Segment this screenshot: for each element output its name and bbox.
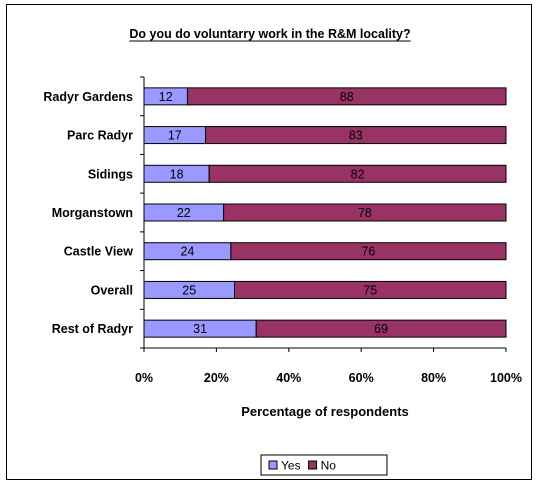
data-label: 69 xyxy=(374,322,388,336)
data-label: 24 xyxy=(180,245,194,259)
category-label: Rest of Radyr xyxy=(52,322,133,336)
data-label: 17 xyxy=(168,129,182,143)
x-tick-label: 80% xyxy=(421,371,446,385)
legend-swatch-no xyxy=(308,460,318,470)
bar-no xyxy=(208,164,507,183)
data-label: 88 xyxy=(340,90,354,104)
data-label: 22 xyxy=(177,206,191,220)
x-axis-label: Percentage of respondents xyxy=(241,404,409,419)
bar-no xyxy=(223,203,507,222)
bar-no xyxy=(255,319,507,338)
x-tick-label: 100% xyxy=(490,371,522,385)
bar-no xyxy=(230,242,507,261)
chart-frame xyxy=(6,4,532,480)
axes-group: 0% 20% 40% 60% 80% 100% xyxy=(135,76,522,385)
bar-no xyxy=(205,126,507,145)
category-label: Morganstown xyxy=(52,206,133,220)
legend-swatch-yes xyxy=(268,460,278,470)
data-label: 83 xyxy=(349,129,363,143)
legend: Yes No xyxy=(260,454,388,476)
category-label: Radyr Gardens xyxy=(43,90,133,104)
category-label: Sidings xyxy=(88,167,133,181)
chart-title: Do you do voluntarry work in the R&M loc… xyxy=(129,27,410,41)
bar-no xyxy=(234,280,507,299)
data-label: 76 xyxy=(361,245,375,259)
legend-label: No xyxy=(321,459,337,473)
x-tick-label: 20% xyxy=(204,371,229,385)
bar-no xyxy=(186,87,507,106)
x-tick-label: 0% xyxy=(135,371,153,385)
category-label: Castle View xyxy=(64,245,134,259)
data-label: 31 xyxy=(193,322,207,336)
legend-box xyxy=(260,454,388,476)
x-tick-label: 60% xyxy=(349,371,374,385)
data-label: 78 xyxy=(358,206,372,220)
data-label: 12 xyxy=(159,90,173,104)
x-tick-label: 40% xyxy=(276,371,301,385)
category-label: Overall xyxy=(91,283,133,297)
data-label: 18 xyxy=(170,167,184,181)
legend-label: Yes xyxy=(281,459,301,473)
data-label: 25 xyxy=(182,283,196,297)
data-label: 82 xyxy=(351,167,365,181)
category-label: Parc Radyr xyxy=(67,129,133,143)
data-label: 75 xyxy=(363,283,377,297)
bars-group: Radyr Gardens 12 88 Parc Radyr 17 83 Sidings 18… xyxy=(43,87,507,338)
